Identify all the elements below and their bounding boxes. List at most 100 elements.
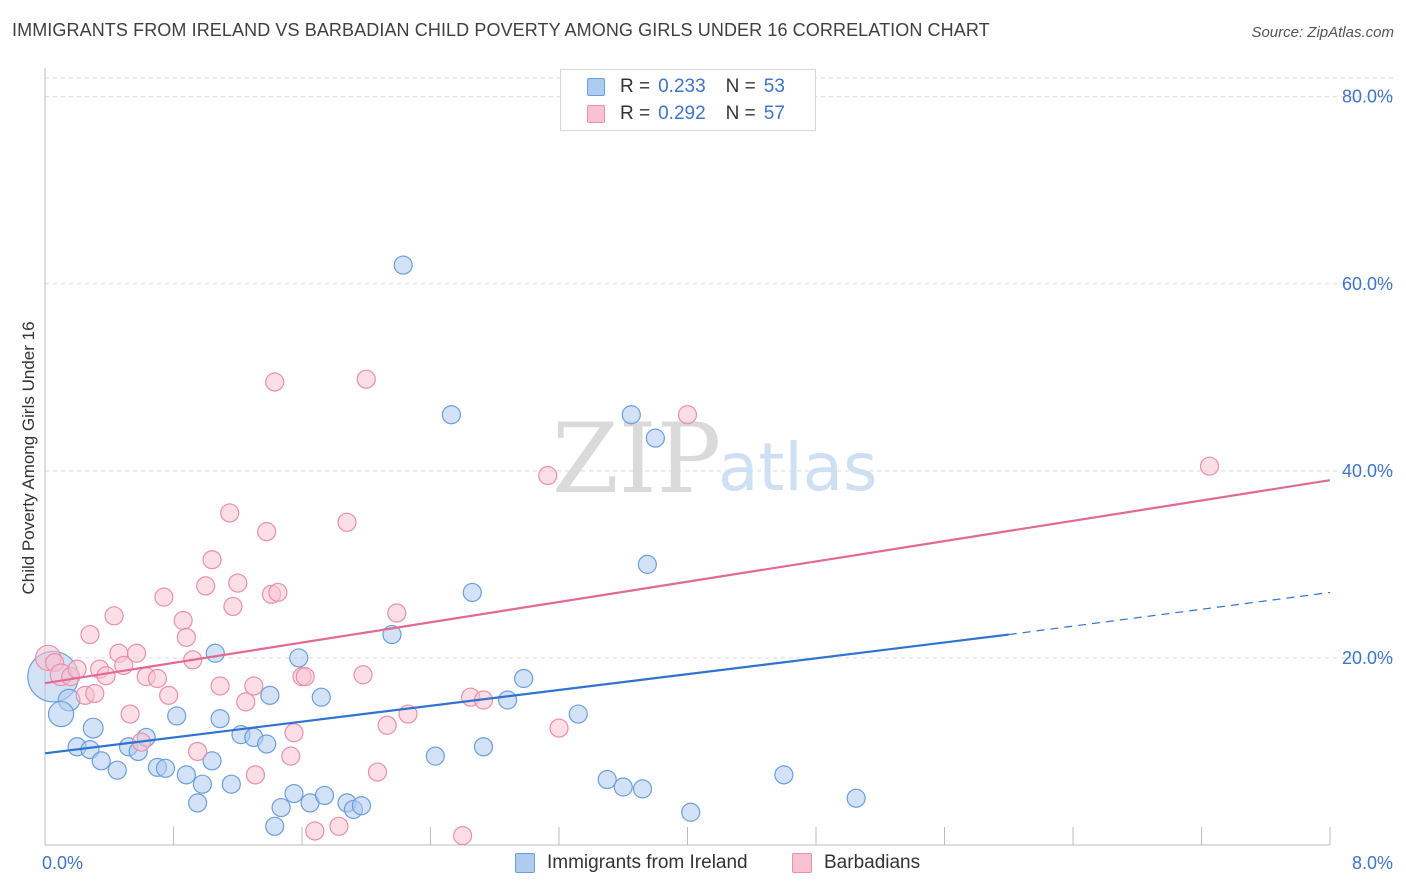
legend-r-value: 0.233 (658, 76, 706, 97)
legend-label-ireland: Immigrants from Ireland (547, 852, 748, 873)
data-point (104, 606, 124, 626)
data-point (120, 704, 140, 724)
data-point (245, 765, 266, 785)
data-point (154, 587, 174, 607)
data-point (210, 676, 230, 696)
y-tick-label: 80.0% (1342, 87, 1393, 107)
legend-swatch-blue (587, 78, 605, 96)
source-label: Source: ZipAtlas.com (1251, 24, 1394, 41)
legend-n-label: N = (725, 76, 756, 97)
data-point (314, 785, 335, 806)
data-point (645, 428, 665, 448)
legend-row-ireland: R = 0.233 N = 53 (587, 75, 785, 99)
y-tick-label: 20.0% (1342, 648, 1393, 668)
legend-n-label: N = (725, 103, 756, 124)
data-point (498, 690, 518, 710)
data-point (96, 666, 116, 686)
trend-line-pink (44, 479, 1331, 685)
data-point (774, 765, 794, 785)
data-point (126, 643, 147, 663)
data-point (85, 683, 105, 704)
data-point (265, 372, 285, 392)
data-point (377, 715, 397, 735)
data-point (187, 793, 208, 813)
data-point (538, 465, 558, 486)
data-point (47, 700, 75, 728)
data-point (176, 627, 196, 647)
legend-item-ireland[interactable]: Immigrants from Ireland (515, 852, 748, 874)
data-point (147, 668, 168, 689)
data-point (425, 746, 445, 766)
y-axis-title: Child Poverty Among Girls Under 16 (19, 321, 38, 594)
chart-title: IMMIGRANTS FROM IRELAND VS BARBADIAN CHI… (12, 20, 990, 40)
data-point (295, 667, 315, 687)
data-point (597, 769, 617, 790)
watermark: ZIP atlas (552, 403, 878, 515)
data-point (387, 603, 407, 623)
data-point (67, 659, 87, 679)
legend-swatch-pink (587, 105, 605, 123)
legend-n-value: 57 (763, 103, 785, 124)
trend-line-extension-blue (1008, 591, 1331, 636)
data-point (568, 704, 588, 724)
legend-n-value: 53 (763, 76, 785, 97)
data-point (473, 737, 494, 757)
data-point (632, 779, 653, 799)
data-point (187, 741, 208, 762)
data-point (311, 687, 331, 707)
legend-swatch-blue (515, 853, 535, 873)
data-point (846, 788, 866, 808)
data-point (257, 522, 277, 542)
data-point (549, 718, 569, 738)
legend-swatch-pink (792, 853, 812, 873)
data-point (453, 826, 473, 846)
data-point (351, 796, 372, 816)
grid-lines (45, 77, 1395, 659)
axis-labels: 80.0% 60.0% 40.0% 20.0% 0.0% 8.0% (42, 87, 1393, 873)
data-point (260, 685, 280, 705)
data-point (356, 369, 376, 389)
data-point (681, 802, 701, 822)
data-point (621, 405, 641, 425)
legend-r-label: R = (620, 103, 651, 124)
data-point (155, 758, 176, 778)
data-point (202, 751, 222, 771)
data-point (167, 706, 187, 726)
data-point (677, 405, 698, 425)
data-point (289, 648, 309, 668)
data-point (613, 777, 633, 797)
data-point (462, 582, 482, 603)
data-point (284, 783, 304, 804)
axes (44, 68, 1331, 846)
data-point (367, 762, 388, 782)
data-point (637, 554, 657, 574)
data-point (284, 723, 304, 743)
y-tick-label: 40.0% (1342, 461, 1393, 481)
data-point (257, 734, 277, 754)
x-tick-label: 0.0% (42, 853, 83, 873)
data-point (210, 709, 230, 729)
correlation-legend: R = 0.233 N = 53 R = 0.292 N = 57 (560, 69, 816, 131)
data-point (176, 765, 196, 785)
data-point (159, 685, 179, 705)
data-point (393, 255, 413, 275)
data-point (228, 573, 248, 593)
data-point (305, 821, 325, 841)
series-barbadians-points (35, 369, 1220, 846)
data-point (337, 512, 357, 532)
data-point (80, 624, 100, 645)
data-point (221, 774, 241, 794)
trend-line-blue (44, 633, 1009, 755)
data-point (514, 668, 534, 689)
data-point (271, 797, 291, 818)
data-point (196, 576, 216, 596)
trend-lines (44, 479, 1331, 755)
watermark-atlas: atlas (718, 429, 878, 506)
data-point (202, 550, 222, 570)
data-point (82, 717, 104, 739)
data-point (192, 774, 213, 794)
data-point (329, 816, 349, 836)
data-point (223, 596, 243, 617)
legend-item-barbadians[interactable]: Barbadians (792, 852, 920, 874)
data-point (281, 746, 301, 766)
